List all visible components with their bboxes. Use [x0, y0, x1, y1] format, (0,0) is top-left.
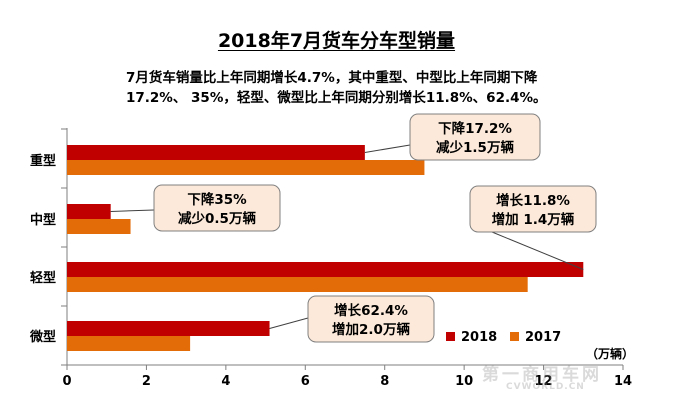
legend-label-2017: 2017	[525, 330, 561, 345]
callout-text-0-1: 减少1.5万辆	[436, 139, 514, 156]
subtitle-line-1: 7月货车销量比上年同期增长4.7%，其中重型、中型比上年同期下降	[126, 70, 538, 86]
bar-2017-0	[67, 160, 425, 175]
x-tick-label-6: 6	[301, 374, 310, 389]
bar-2017-1	[67, 219, 131, 234]
bar-2017-3	[67, 336, 191, 351]
x-tick-label-8: 8	[380, 374, 389, 389]
callout-text-2-1: 增加 1.4万辆	[492, 211, 575, 228]
x-tick-label-10: 10	[455, 374, 473, 389]
callout-text-2-0: 增长11.8%	[496, 192, 570, 209]
category-label-3: 微型	[29, 329, 56, 345]
callout-pointer-1	[110, 209, 155, 212]
bar-2018-0	[67, 145, 365, 160]
callout-box-2	[469, 185, 597, 233]
callout-box-0	[409, 113, 541, 161]
legend-label-2018: 2018	[461, 330, 497, 345]
x-tick-label-12: 12	[535, 374, 553, 389]
bar-2018-3	[67, 321, 270, 336]
bar-2018-2	[67, 262, 584, 277]
callout-text-0-0: 下降17.2%	[438, 120, 512, 137]
subtitle-line-2: 17.2%、 35%，轻型、微型比上年同期分别增长11.8%、62.4%。	[126, 90, 547, 106]
legend-swatch-2018	[446, 332, 455, 341]
category-label-2: 轻型	[30, 270, 56, 286]
bar-2017-2	[67, 277, 528, 292]
category-label-1: 中型	[30, 212, 56, 228]
callout-pointer-2	[491, 231, 584, 270]
callout-text-1-1: 减少0.5万辆	[178, 210, 256, 227]
callout-text-1-0: 下降35%	[187, 191, 247, 208]
x-tick-label-2: 2	[142, 374, 151, 389]
watermark-logo-en: CVWORLD.CN	[506, 382, 585, 392]
chart-subtitle: 7月货车销量比上年同期增长4.7%，其中重型、中型比上年同期下降 17.2%、 …	[126, 68, 646, 108]
x-tick-label-0: 0	[62, 374, 71, 389]
callout-box-3	[307, 295, 435, 343]
legend-swatch-2017	[510, 332, 519, 341]
x-tick-label-4: 4	[221, 374, 230, 389]
callout-text-3-1: 增加2.0万辆	[332, 321, 410, 338]
callout-text-3-0: 增长62.4%	[334, 302, 408, 319]
callout-box-1	[153, 184, 281, 232]
category-label-0: 重型	[30, 153, 56, 169]
bar-2018-1	[67, 204, 111, 219]
x-axis-unit-label: （万辆）	[586, 346, 634, 361]
x-tick-label-14: 14	[614, 374, 632, 389]
chart-title: 2018年7月货车分车型销量	[217, 30, 456, 52]
watermark-logo: 第一商用车网	[482, 365, 602, 385]
callout-pointer-0	[364, 144, 411, 153]
callout-pointer-3	[269, 317, 309, 329]
